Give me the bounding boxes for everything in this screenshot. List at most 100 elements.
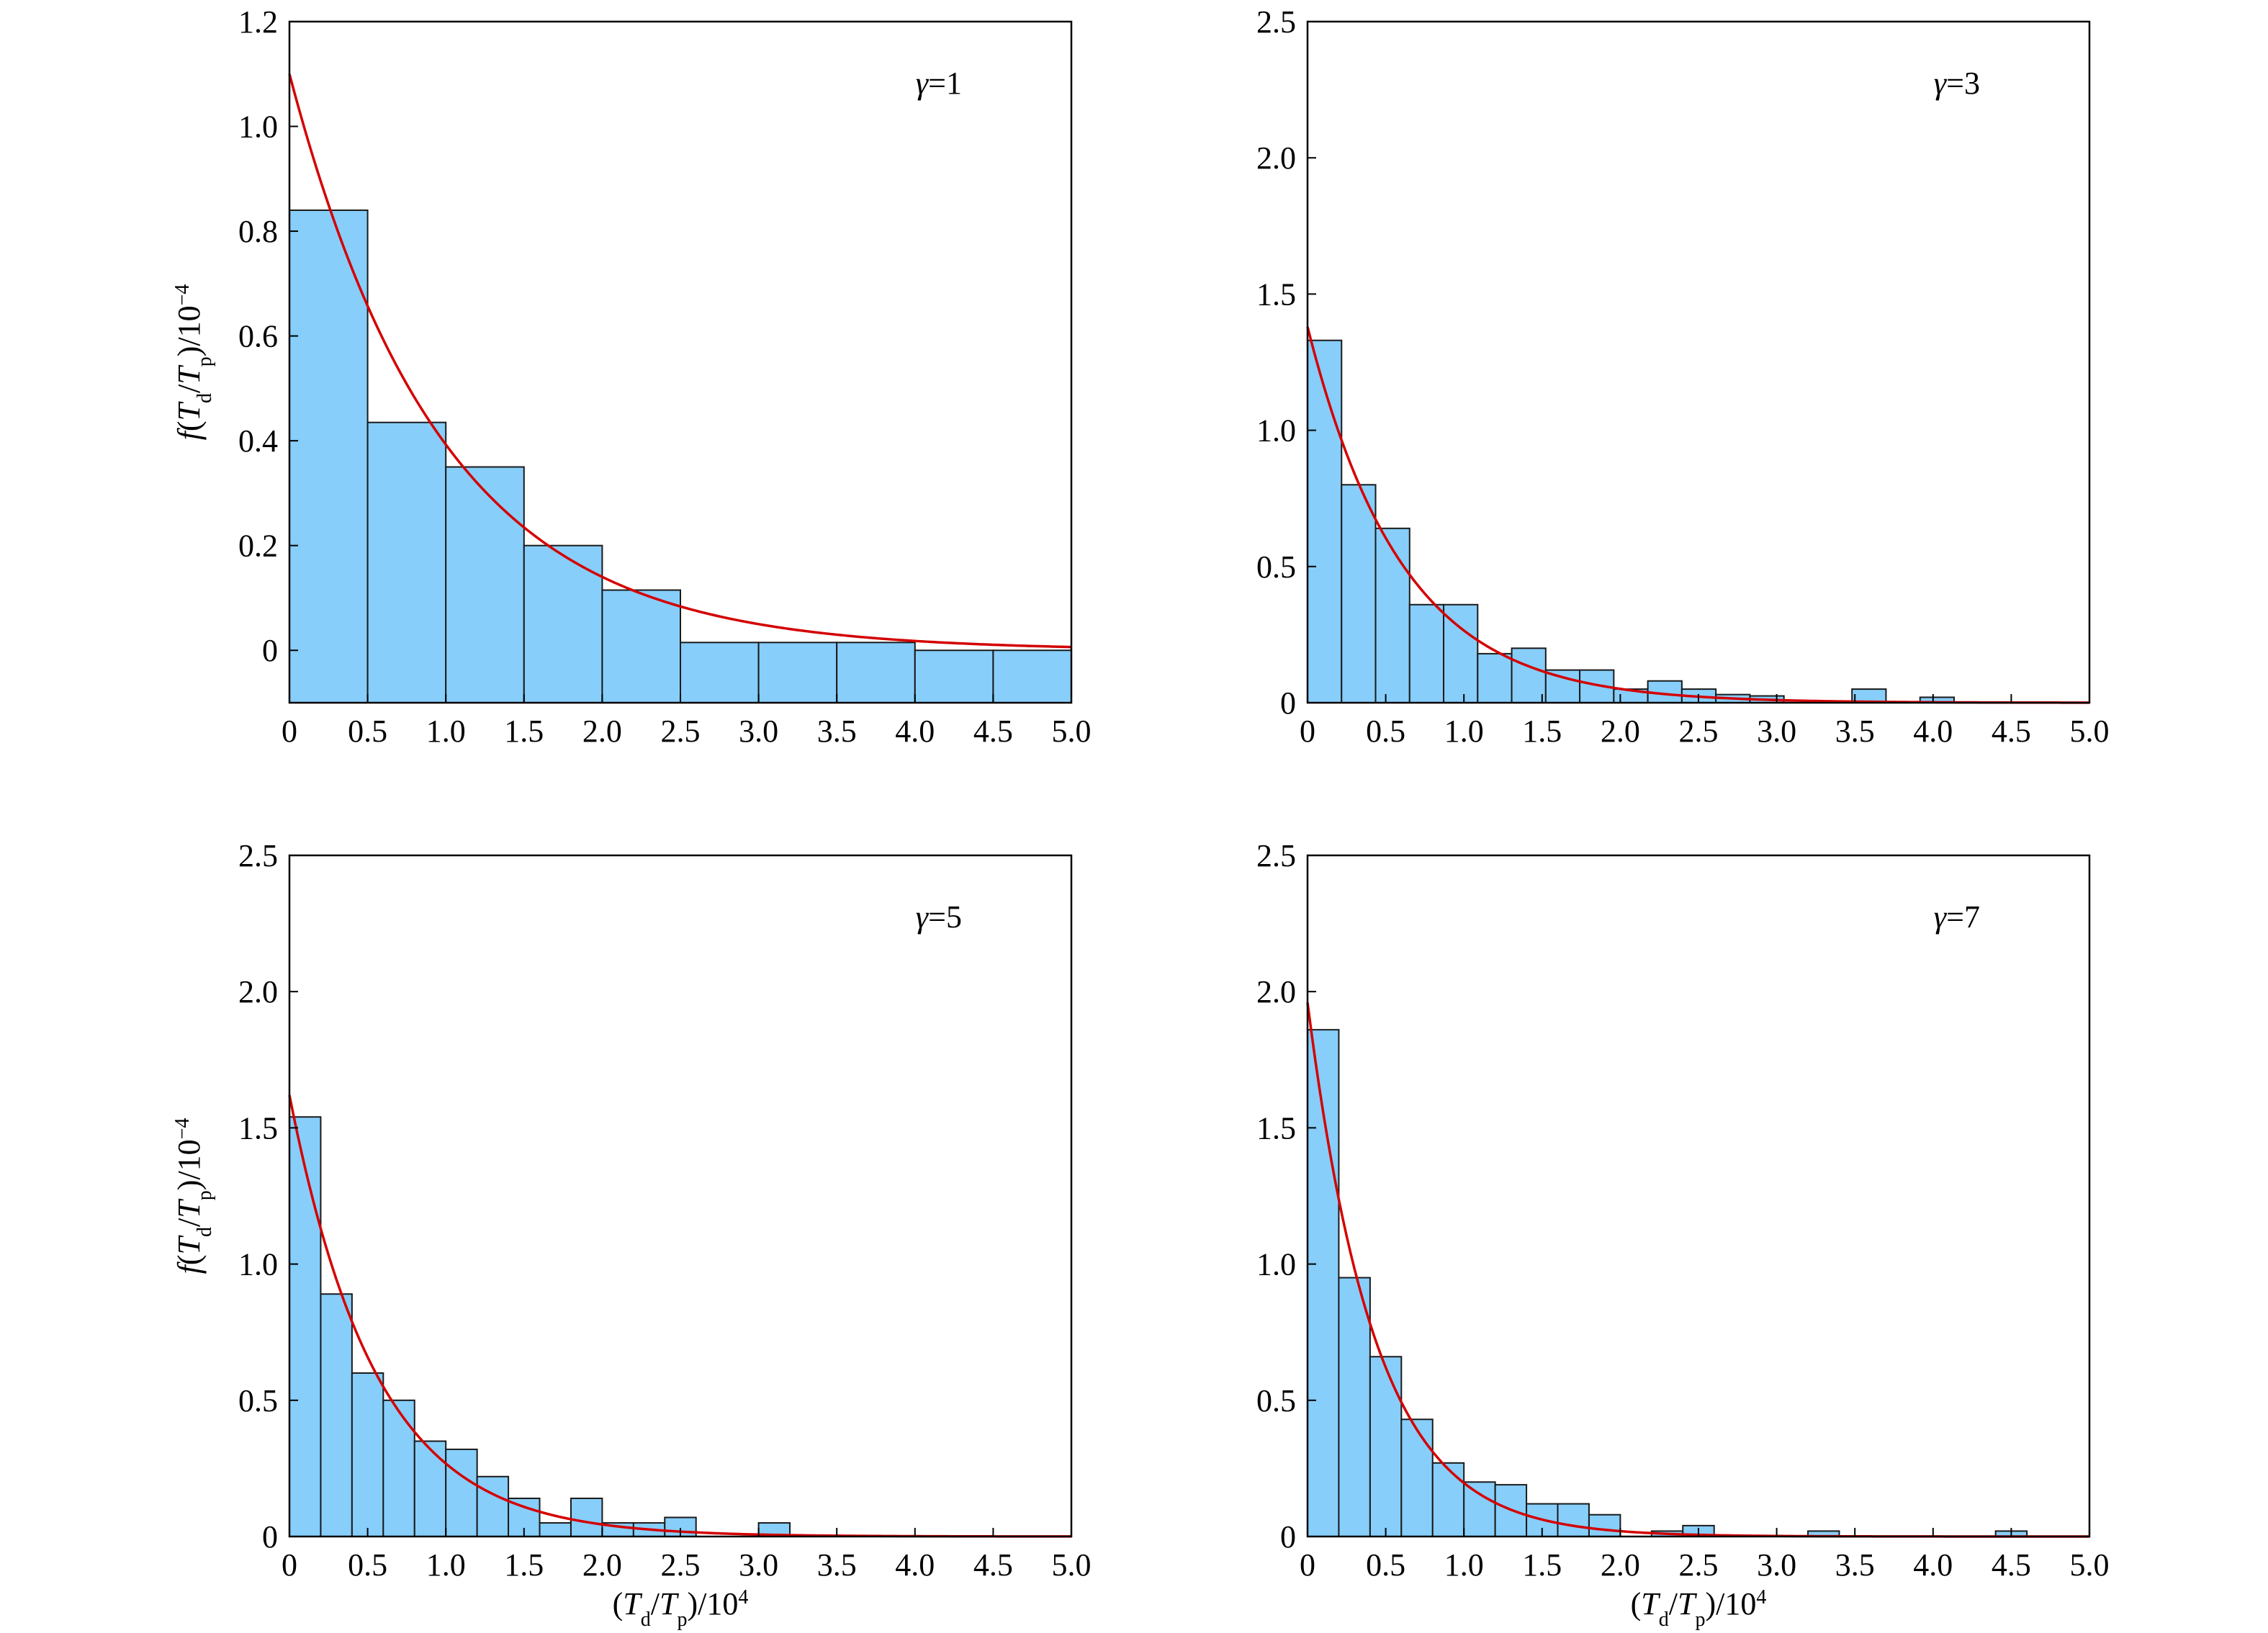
y-tick-label: 0 [1280, 685, 1296, 721]
x-tick-label: 3.0 [739, 1547, 778, 1583]
histogram-bars [1307, 1029, 2028, 1538]
x-tick-label: 3.5 [1835, 1547, 1875, 1583]
x-tick-label: 5.0 [2070, 714, 2110, 749]
x-tick-label: 4.5 [1992, 1547, 2031, 1583]
histogram-bar [445, 1448, 478, 1537]
histogram-bar [523, 544, 603, 704]
x-tick-label: 5.0 [1052, 1547, 1092, 1583]
y-tick-label: 2.5 [1256, 4, 1296, 40]
gamma-annotation: γ=5 [916, 899, 962, 935]
x-tick-label: 4.5 [973, 714, 1013, 749]
x-tick-label: 3.0 [739, 714, 778, 749]
gamma-annotation: γ=1 [916, 66, 962, 101]
histogram-bar [445, 466, 525, 703]
x-tick-label: 2.0 [1601, 1547, 1640, 1583]
gamma-annotation: γ=7 [1934, 899, 1980, 935]
y-tick-label: 2.5 [238, 838, 278, 873]
histogram-bar [992, 649, 1073, 704]
y-tick-label: 0.5 [238, 1383, 278, 1418]
y-tick-label: 0.8 [238, 214, 278, 249]
x-tick-label: 4.5 [973, 1547, 1013, 1583]
x-tick-label: 2.5 [1679, 714, 1719, 749]
x-tick-label: 2.5 [661, 714, 701, 749]
gamma-annotation: γ=3 [1934, 66, 1980, 101]
histogram-bar [1408, 603, 1445, 703]
fit-curve [288, 73, 1072, 649]
x-tick-label: 1.0 [1444, 714, 1484, 749]
x-tick-label: 4.0 [1913, 714, 1953, 749]
y-tick-label: 2.0 [238, 974, 278, 1009]
x-tick-label: 4.0 [895, 714, 935, 749]
y-tick-label: 0.4 [238, 423, 278, 459]
histogram-bar [351, 1372, 384, 1537]
x-tick-label: 2.0 [582, 714, 622, 749]
histogram-bar [539, 1522, 572, 1538]
histogram-bar [1477, 652, 1513, 703]
x-tick-label: 2.0 [582, 1547, 622, 1583]
x-tick-label: 3.0 [1757, 714, 1796, 749]
histogram-bar [1307, 339, 1343, 703]
axis-label: f(Td/Tp)/10−4 [171, 284, 216, 441]
histogram-bar [1400, 1418, 1434, 1537]
y-tick-label: 0 [262, 1519, 278, 1555]
histogram-bar [1588, 1513, 1621, 1538]
histogram-bar [570, 1498, 603, 1537]
y-tick-label: 1.2 [238, 4, 278, 40]
y-tick-label: 1.5 [1256, 1110, 1296, 1146]
y-tick-label: 2.0 [1256, 974, 1296, 1009]
axis-label: f(Td/Tp)/10−4 [171, 1118, 216, 1274]
x-tick-label: 3.5 [817, 714, 857, 749]
x-tick-label: 0 [282, 1547, 297, 1583]
x-tick-label: 3.5 [817, 1547, 857, 1583]
y-tick-label: 1.5 [1256, 276, 1296, 312]
histogram-bar [836, 642, 916, 703]
axis-label: (Td/Tp)/104 [1631, 1586, 1767, 1631]
histogram-bar [757, 642, 838, 703]
y-tick-label: 1.5 [238, 1110, 278, 1146]
y-tick-label: 0.5 [1256, 1383, 1296, 1418]
x-tick-label: 4.0 [895, 1547, 935, 1583]
histogram-bar [1463, 1481, 1496, 1538]
histogram-bar [1431, 1462, 1465, 1538]
y-tick-label: 0.2 [238, 528, 278, 564]
histogram-bar [366, 421, 447, 704]
x-tick-label: 1.0 [1444, 1547, 1484, 1583]
x-tick-label: 4.0 [1913, 1547, 1953, 1583]
y-tick-label: 1.0 [1256, 1247, 1296, 1282]
histogram-bar [1369, 1356, 1403, 1537]
axis-label: (Td/Tp)/104 [613, 1586, 749, 1631]
x-tick-label: 0 [1300, 714, 1315, 749]
y-tick-label: 2.0 [1256, 140, 1296, 176]
x-tick-label: 0.5 [348, 1547, 387, 1583]
histogram-bar [1511, 647, 1547, 704]
x-tick-label: 2.0 [1601, 714, 1640, 749]
panel-bottom-right: 0 0.5 1.0 1.5 2.0 2.5 3.0 3.5 4.0 4.5 5.0 0 0.5 1.0 1.… [1256, 838, 2110, 1631]
histogram-bar [289, 1116, 322, 1538]
x-tick-label: 2.5 [1679, 1547, 1719, 1583]
panel-top-left: 0 0.5 1.0 1.5 2.0 2.5 3.0 3.5 4.0 4.5 5.0 0 0.2 0.4 0.… [171, 4, 1092, 749]
y-tick-label: 0.6 [238, 319, 278, 354]
y-tick-label: 1.0 [1256, 413, 1296, 449]
histogram-bar [680, 642, 760, 703]
x-tick-label: 0 [1300, 1547, 1315, 1583]
x-tick-label: 1.5 [1522, 1547, 1562, 1583]
histogram-bar [289, 209, 369, 703]
histogram-bar [320, 1293, 353, 1537]
histogram-bar [914, 649, 994, 704]
x-tick-label: 1.5 [504, 1547, 544, 1583]
x-tick-label: 0.5 [1366, 714, 1405, 749]
x-tick-label: 0.5 [348, 714, 387, 749]
x-tick-label: 2.5 [661, 1547, 701, 1583]
histogram-bar [476, 1475, 510, 1537]
histogram-bar [1557, 1503, 1590, 1538]
x-tick-label: 5.0 [1052, 714, 1092, 749]
x-tick-label: 0 [282, 714, 297, 749]
histogram-bars [1307, 339, 1955, 704]
histogram-bar [1374, 527, 1410, 703]
y-tick-label: 0 [262, 633, 278, 668]
y-tick-label: 0.5 [1256, 549, 1296, 585]
x-tick-label: 1.5 [1522, 714, 1562, 749]
histogram-bar [382, 1399, 415, 1538]
y-tick-label: 0 [1280, 1519, 1296, 1555]
